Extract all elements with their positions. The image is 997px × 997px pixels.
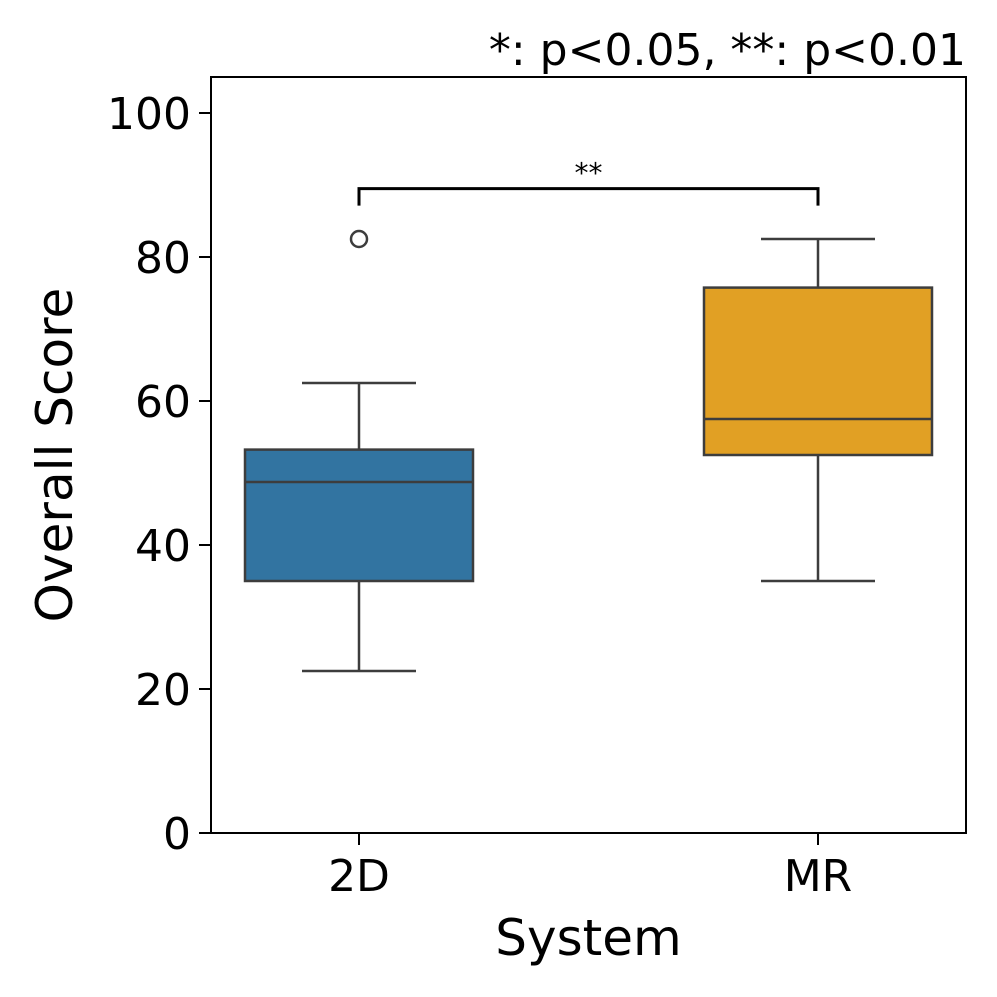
iqr-box	[702, 286, 934, 457]
y-tick-label: 60	[135, 377, 191, 428]
x-tick-label: MR	[784, 851, 853, 902]
x-axis: 2D MR	[328, 833, 852, 902]
chart-title: *: p<0.05, **: p<0.01	[489, 25, 966, 76]
y-axis-label: Overall Score	[26, 288, 84, 623]
y-axis: 0 20 40 60 80 100	[107, 89, 211, 860]
y-tick-label: 0	[163, 809, 191, 860]
box-MR	[702, 237, 934, 583]
axes-frame	[210, 76, 967, 834]
significance-bracket	[357, 187, 820, 206]
boxes-layer	[243, 229, 934, 673]
x-tick-label: 2D	[328, 851, 390, 902]
box-2D	[243, 229, 475, 673]
outlier-point	[349, 229, 369, 249]
iqr-box	[243, 448, 475, 583]
y-tick-label: 100	[107, 89, 191, 140]
significance-label: **	[575, 157, 603, 190]
y-tick-label: 20	[135, 665, 191, 716]
significance-layer: **	[357, 157, 820, 206]
x-axis-label: System	[495, 909, 681, 967]
y-tick-label: 80	[135, 233, 191, 284]
y-tick-label: 40	[135, 521, 191, 572]
